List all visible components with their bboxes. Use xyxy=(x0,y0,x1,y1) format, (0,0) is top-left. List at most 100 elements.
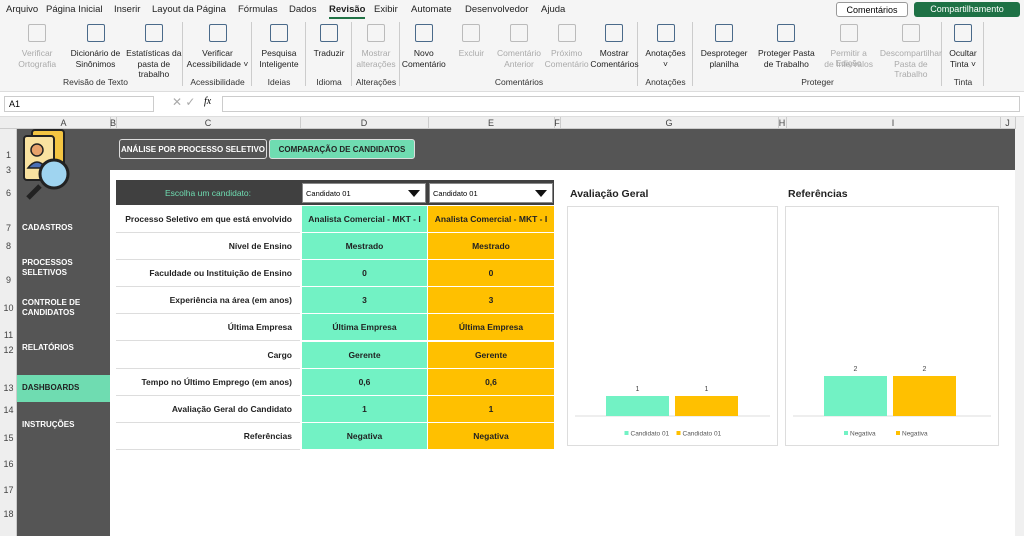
ribbon-icon[interactable] xyxy=(144,24,163,42)
ribbon-icon[interactable] xyxy=(270,24,288,42)
menu-tab[interactable]: Automate xyxy=(411,4,452,15)
ribbon-separator xyxy=(182,22,183,86)
formula-input[interactable] xyxy=(222,96,1020,112)
column-divider xyxy=(786,117,787,129)
ribbon-button-label[interactable]: pasta de trabalho xyxy=(137,59,171,79)
dropdown-arrow[interactable] xyxy=(535,190,547,197)
ribbon-icon[interactable] xyxy=(414,24,433,42)
ribbon-button-label: alterações xyxy=(356,59,396,69)
ribbon-separator xyxy=(351,22,352,86)
candidate-1-value: Analista Comercial - MKT - I xyxy=(302,206,427,233)
column-divider xyxy=(554,117,555,129)
ribbon-icon[interactable] xyxy=(320,24,338,42)
ribbon-button-label[interactable]: Mostrar xyxy=(599,48,629,58)
ribbon-icon[interactable] xyxy=(777,24,796,42)
share-button[interactable]: Compartilhamento xyxy=(914,2,1020,17)
ribbon-button-label: Mostrar xyxy=(361,48,391,58)
sidebar-item[interactable]: RELATÓRIOS xyxy=(22,343,74,352)
row-header: 10 xyxy=(3,303,14,313)
menu-tab[interactable]: Arquivo xyxy=(6,4,39,15)
ribbon-button-label[interactable]: Acessibilidade ˅ xyxy=(186,59,249,69)
candidate-1-value: 3 xyxy=(302,287,427,315)
menu-tab[interactable]: Ajuda xyxy=(541,4,566,15)
ribbon-button-label[interactable]: Desproteger xyxy=(700,48,748,58)
ribbon-icon[interactable] xyxy=(954,24,972,42)
menu-tab[interactable]: Dados xyxy=(289,4,317,15)
ribbon-icon[interactable] xyxy=(656,24,675,42)
ribbon-button-label[interactable]: Dicionário de xyxy=(70,48,121,58)
ribbon-icon[interactable] xyxy=(605,24,624,42)
row-label: Última Empresa xyxy=(116,314,300,342)
dropdown-arrow[interactable] xyxy=(408,190,420,197)
ribbon-button-label[interactable]: Pesquisa xyxy=(261,48,297,58)
column-divider xyxy=(560,117,561,129)
ribbon-button-label[interactable]: ˅ xyxy=(663,59,668,69)
legend-entry: Candidato 01 xyxy=(631,431,670,438)
sidebar-item[interactable]: PROCESSOS xyxy=(22,258,73,267)
ribbon-button-label[interactable]: Novo xyxy=(413,48,434,58)
column-divider xyxy=(428,117,429,129)
menu-tab[interactable]: Página Inicial xyxy=(46,4,103,15)
bar xyxy=(606,396,669,416)
ribbon-icon[interactable] xyxy=(715,24,734,42)
ribbon-button-label[interactable]: Traduzir xyxy=(313,48,345,58)
ribbon-button-label[interactable]: Comentário xyxy=(401,59,446,69)
ribbon-button-label: Excluir xyxy=(458,48,485,58)
ribbon-button-label[interactable]: Sinônimos xyxy=(75,59,116,69)
ribbon-button-label[interactable]: Inteligente xyxy=(259,59,299,69)
ribbon-group-label: Alterações xyxy=(355,77,397,87)
row-header: 11 xyxy=(3,330,14,340)
ribbon-button-label[interactable]: Tinta ˅ xyxy=(950,59,976,69)
sidebar-item[interactable]: SELETIVOS xyxy=(22,268,67,277)
ribbon-icon[interactable] xyxy=(86,24,105,42)
column-header: E xyxy=(487,118,494,128)
logo-icon xyxy=(23,129,70,200)
ribbon-button-label[interactable]: Estatísticas da xyxy=(126,48,182,58)
ribbon-button-label[interactable]: de Trabalho xyxy=(763,59,809,69)
sheet-tab[interactable]: ANÁLISE POR PROCESSO SELETIVO xyxy=(119,139,267,159)
ribbon-button-label[interactable]: planilha xyxy=(709,59,739,69)
ribbon-button-label[interactable]: Proteger Pasta xyxy=(758,48,815,58)
scrollbar[interactable] xyxy=(1015,117,1024,536)
sidebar-item[interactable]: CANDIDATOS xyxy=(22,308,75,317)
ribbon-separator xyxy=(251,22,252,86)
candidate-1-value: Última Empresa xyxy=(302,314,427,342)
name-box[interactable]: A1 xyxy=(4,96,154,112)
menu-tab[interactable]: Inserir xyxy=(114,4,141,15)
sheet-tab[interactable]: COMPARAÇÃO DE CANDIDATOS xyxy=(269,139,415,159)
chart-frame xyxy=(567,206,778,446)
candidate-select[interactable]: Candidato 01 xyxy=(302,183,426,203)
candidate-select[interactable]: Candidato 01 xyxy=(429,183,553,203)
row-label: Processo Seletivo em que está envolvido xyxy=(116,206,300,233)
legend-swatch xyxy=(844,431,848,435)
sidebar-item[interactable]: CADASTROS xyxy=(22,223,73,232)
menu-tab[interactable]: Fórmulas xyxy=(238,4,278,15)
candidate-1-value: Gerente xyxy=(302,341,427,369)
ribbon-separator xyxy=(637,22,638,86)
ribbon-icon[interactable] xyxy=(208,24,227,42)
menu-tab[interactable]: Revisão xyxy=(329,4,366,19)
sidebar-item[interactable]: CONTROLE DE xyxy=(22,298,81,307)
data-label: 1 xyxy=(705,386,709,393)
menu-tab[interactable]: Layout da Página xyxy=(152,4,226,15)
ribbon-group-label: Revisão de Texto xyxy=(62,77,129,87)
menu-tab[interactable]: Desenvolvedor xyxy=(465,4,529,15)
row-header: 15 xyxy=(3,433,14,443)
ribbon-group-label: Proteger xyxy=(801,77,834,87)
menu-tab[interactable]: Exibir xyxy=(374,4,398,15)
ribbon-button-label: Comentário xyxy=(544,59,589,69)
ribbon-button-label[interactable]: Ocultar xyxy=(949,48,977,58)
ribbon-button-label[interactable]: Anotações xyxy=(645,48,686,58)
column-header: G xyxy=(665,118,673,128)
ribbon-button-label[interactable]: Comentários xyxy=(590,59,639,69)
ribbon-separator xyxy=(305,22,306,86)
fx-label[interactable]: fx xyxy=(204,96,212,107)
ribbon-group-label: Idioma xyxy=(316,77,342,87)
ribbon-button-label[interactable]: Verificar xyxy=(202,48,233,58)
comments-button[interactable]: Comentários xyxy=(836,2,908,17)
sidebar-item[interactable]: DASHBOARDS xyxy=(22,383,80,392)
candidate-2-value: 0 xyxy=(428,260,554,288)
candidate-1-value: Mestrado xyxy=(302,233,427,261)
sidebar-item[interactable]: INSTRUÇÕES xyxy=(22,420,75,429)
